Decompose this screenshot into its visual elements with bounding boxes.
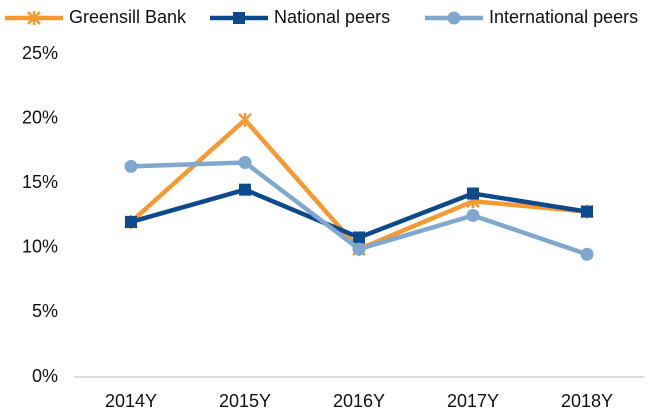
- marker: [466, 209, 480, 222]
- y-tick-label: 25%: [22, 43, 58, 63]
- marker: [124, 159, 138, 173]
- marker: [233, 12, 245, 24]
- marker: [239, 183, 251, 196]
- marker: [352, 242, 366, 256]
- marker: [467, 187, 479, 200]
- marker: [447, 11, 461, 25]
- marker: [27, 11, 41, 25]
- marker: [581, 205, 593, 218]
- x-tick-label: 2017Y: [447, 391, 499, 411]
- y-tick-label: 5%: [32, 301, 58, 321]
- legend-label: International peers: [489, 7, 638, 27]
- y-tick-label: 0%: [32, 366, 58, 386]
- legend-label: Greensill Bank: [69, 7, 187, 27]
- marker: [125, 215, 137, 228]
- x-tick-label: 2014Y: [105, 391, 157, 411]
- x-tick-label: 2015Y: [219, 391, 271, 411]
- x-tick-label: 2018Y: [561, 391, 613, 411]
- y-tick-label: 10%: [22, 237, 58, 257]
- marker: [238, 156, 252, 170]
- marker: [580, 247, 594, 261]
- y-tick-label: 20%: [22, 107, 58, 127]
- y-tick-label: 15%: [22, 172, 58, 192]
- marker: [353, 231, 365, 244]
- x-tick-label: 2016Y: [333, 391, 385, 411]
- legend-label: National peers: [274, 7, 390, 27]
- marker: [238, 112, 252, 127]
